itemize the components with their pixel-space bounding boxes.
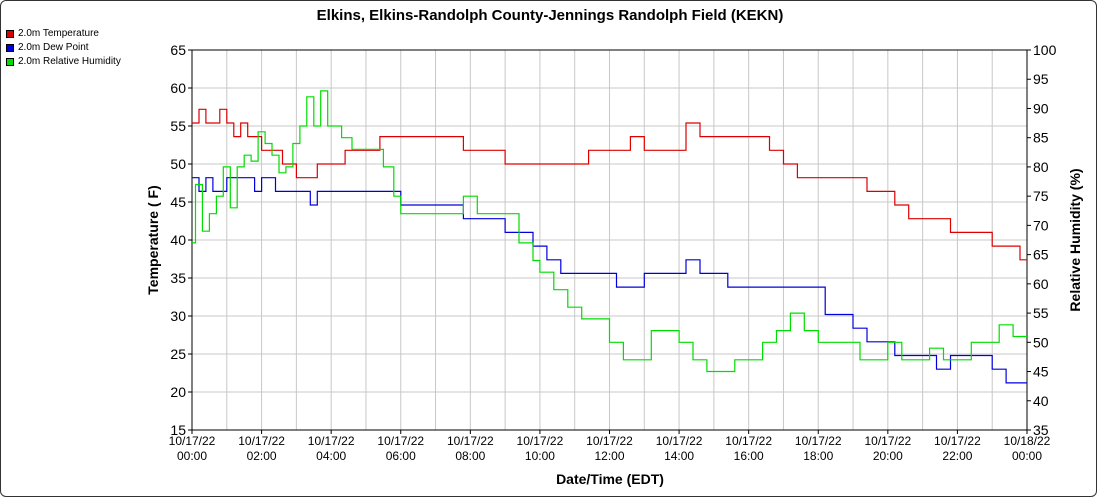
series-line-relative-humidity (192, 90, 1027, 373)
x-tick-label-time: 10:00 (525, 449, 555, 463)
y2-tick-label: 90 (1033, 100, 1049, 116)
x-tick-label-time: 14:00 (664, 449, 694, 463)
x-tick-label-date: 10/17/22 (377, 434, 424, 448)
y-tick-label: 35 (170, 270, 186, 286)
y2-tick-label: 35 (1033, 422, 1049, 438)
legend-item-temperature: 2.0m Temperature (6, 27, 121, 41)
y-tick-label: 60 (170, 80, 186, 96)
y2-tick-label: 75 (1033, 188, 1049, 204)
x-tick-label-time: 12:00 (594, 449, 624, 463)
y2-axis-label: Relative Humidity (%) (1067, 168, 1083, 311)
legend-swatch-relative-humidity (6, 58, 14, 66)
y2-tick-label: 70 (1033, 217, 1049, 233)
x-tick-label-time: 00:00 (1012, 449, 1042, 463)
x-tick-label-time: 04:00 (316, 449, 346, 463)
x-tick-label-date: 10/17/22 (795, 434, 842, 448)
x-tick-label-time: 00:00 (177, 449, 207, 463)
y2-tick-label: 100 (1033, 42, 1057, 58)
x-tick-label-date: 10/17/22 (517, 434, 564, 448)
x-tick-label-time: 06:00 (386, 449, 416, 463)
y2-tick-label: 45 (1033, 364, 1049, 380)
x-tick-label-time: 08:00 (455, 449, 485, 463)
y2-tick-label: 40 (1033, 393, 1049, 409)
series-line-temperature (192, 108, 1027, 261)
y2-tick-label: 85 (1033, 130, 1049, 146)
y-tick-label: 45 (170, 194, 186, 210)
chart-title: Elkins, Elkins-Randolph County-Jennings … (317, 7, 784, 24)
x-tick-label-date: 10/17/22 (725, 434, 772, 448)
y2-tick-label: 50 (1033, 334, 1049, 350)
x-tick-label-time: 02:00 (247, 449, 277, 463)
y2-tick-label: 95 (1033, 71, 1049, 87)
y2-tick-label: 55 (1033, 305, 1049, 321)
y-tick-label: 65 (170, 42, 186, 58)
legend-label-relative-humidity: 2.0m Relative Humidity (18, 56, 121, 67)
x-tick-label-date: 10/17/22 (656, 434, 703, 448)
x-tick-label-time: 22:00 (942, 449, 972, 463)
y2-tick-label: 80 (1033, 159, 1049, 175)
legend-swatch-temperature (6, 30, 14, 38)
y-tick-label: 30 (170, 308, 186, 324)
y-tick-label: 15 (170, 422, 186, 438)
x-tick-label-date: 10/17/22 (238, 434, 285, 448)
y-tick-label: 25 (170, 346, 186, 362)
y2-tick-label: 60 (1033, 276, 1049, 292)
legend-item-relative-humidity: 2.0m Relative Humidity (6, 55, 121, 69)
x-tick-label-date: 10/17/22 (308, 434, 355, 448)
chart-legend: 2.0m Temperature 2.0m Dew Point 2.0m Rel… (6, 27, 121, 69)
legend-swatch-dew-point (6, 44, 14, 52)
y2-tick-label: 65 (1033, 247, 1049, 263)
y-tick-label: 55 (170, 118, 186, 134)
x-tick-label-date: 10/18/22 (1004, 434, 1051, 448)
legend-item-dew-point: 2.0m Dew Point (6, 41, 121, 55)
legend-label-temperature: 2.0m Temperature (18, 28, 99, 39)
legend-label-dew-point: 2.0m Dew Point (18, 42, 89, 53)
y-axis-label: Temperature ( F) (145, 185, 161, 294)
x-tick-label-date: 10/17/22 (934, 434, 981, 448)
x-axis-label: Date/Time (EDT) (556, 471, 664, 487)
y-tick-label: 50 (170, 156, 186, 172)
x-tick-label-time: 16:00 (734, 449, 764, 463)
x-tick-label-date: 10/17/22 (864, 434, 911, 448)
x-tick-label-date: 10/17/22 (586, 434, 633, 448)
y-tick-label: 40 (170, 232, 186, 248)
y-tick-label: 20 (170, 384, 186, 400)
series-line-dew-point (192, 177, 1027, 384)
x-tick-label-time: 18:00 (803, 449, 833, 463)
x-tick-label-date: 10/17/22 (169, 434, 216, 448)
x-tick-label-date: 10/17/22 (447, 434, 494, 448)
x-tick-label-time: 20:00 (873, 449, 903, 463)
